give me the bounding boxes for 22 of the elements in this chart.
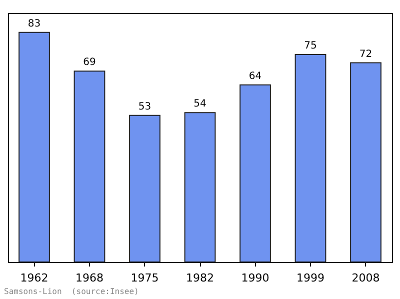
data-label: 53 <box>138 101 152 112</box>
x-tick-label: 1990 <box>241 272 270 284</box>
data-label: 75 <box>304 40 317 52</box>
x-tick-label: 2008 <box>352 272 380 284</box>
bar <box>294 54 326 262</box>
bar <box>18 32 50 262</box>
data-label: 54 <box>194 98 206 110</box>
x-tick-label: 1968 <box>75 272 104 284</box>
data-label: 83 <box>28 18 41 30</box>
x-tick-label: 1982 <box>186 272 214 284</box>
text: Samsons-Lion (source:Insee) <box>4 287 139 296</box>
bar <box>129 114 160 262</box>
x-tick-label: 1975 <box>130 272 159 284</box>
data-label: 72 <box>359 48 372 60</box>
bar <box>74 70 106 262</box>
bar <box>184 112 216 262</box>
x-tick-label: 1999 <box>296 272 325 284</box>
bar <box>240 84 271 262</box>
bar <box>350 62 382 262</box>
x-tick-label: 1962 <box>20 272 48 284</box>
data-label: 64 <box>248 70 262 82</box>
data-label: 69 <box>83 57 96 68</box>
